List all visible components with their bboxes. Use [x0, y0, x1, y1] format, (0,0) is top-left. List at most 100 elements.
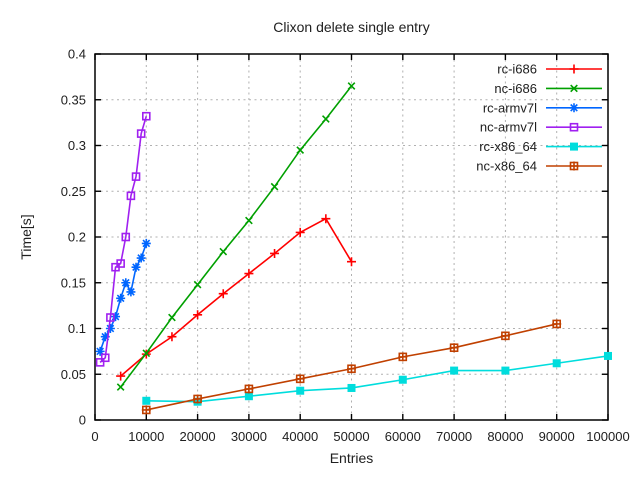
filled-square-marker: [142, 396, 151, 405]
x-tick-label: 80000: [487, 429, 523, 444]
cross-marker: [245, 216, 253, 225]
asterisk-marker: [131, 262, 141, 272]
cross-marker: [142, 349, 151, 358]
legend-entry-rc-x86_64: rc-x86_64: [479, 139, 602, 154]
boxed-plus-marker: [193, 394, 203, 404]
legend-entry-rc-armv7l: rc-armv7l: [483, 100, 602, 115]
cross-marker: [270, 182, 279, 191]
filled-square-marker: [450, 366, 459, 375]
boxed-plus-marker: [500, 331, 510, 341]
filled-square-marker: [244, 392, 253, 401]
boxed-plus-marker: [449, 343, 459, 353]
legend-entry-nc-i686: nc-i686: [494, 81, 602, 96]
legend-label: nc-armv7l: [480, 120, 537, 135]
boxed-plus-marker: [569, 161, 579, 171]
plus-marker: [193, 310, 203, 320]
y-tick-label: 0.1: [68, 321, 86, 336]
filled-square-marker: [347, 383, 356, 392]
boxed-plus-marker: [552, 319, 562, 329]
filled-square-marker: [552, 359, 561, 368]
cross-marker: [168, 313, 176, 322]
open-square-marker: [126, 191, 136, 201]
x-tick-label: 10000: [128, 429, 164, 444]
open-square-marker: [106, 313, 115, 322]
y-axis-label: Time[s]: [18, 214, 34, 260]
y-tick-label: 0: [79, 413, 86, 428]
legend-entry-rc-i686: rc-i686: [497, 62, 602, 77]
boxed-plus-marker: [141, 405, 151, 415]
filled-square-marker: [296, 386, 305, 395]
asterisk-marker: [100, 332, 110, 342]
open-square-marker: [121, 232, 131, 242]
y-tick-label: 0.4: [68, 47, 86, 62]
series-line-rc-x86_64: [146, 355, 609, 403]
legend-label: nc-x86_64: [476, 159, 537, 174]
series-line-rc-i686: [120, 217, 353, 377]
x-tick-label: 20000: [180, 429, 216, 444]
plus-marker: [347, 257, 356, 267]
series-nc-x86_64: [141, 319, 562, 415]
asterisk-marker: [136, 253, 146, 263]
y-tick-label: 0.05: [61, 367, 86, 382]
plus-marker: [116, 371, 126, 381]
plus-marker: [569, 64, 579, 74]
asterisk-marker: [95, 346, 105, 356]
legend-label: rc-x86_64: [479, 139, 537, 154]
asterisk-marker: [105, 324, 115, 333]
open-square-marker: [136, 129, 146, 138]
cross-marker: [296, 146, 305, 154]
series-rc-armv7l: [95, 238, 151, 356]
asterisk-marker: [121, 278, 131, 288]
x-tick-label: 40000: [282, 429, 318, 444]
x-tick-label: 50000: [333, 429, 369, 444]
open-square-marker: [569, 122, 579, 132]
cross-marker: [116, 383, 125, 391]
y-tick-label: 0.15: [61, 275, 86, 290]
legend: rc-i686 nc-i686 rc-armv7l nc-armv7l rc-x86_6…: [476, 62, 602, 174]
x-tick-label: 90000: [539, 429, 575, 444]
filled-square-marker: [570, 142, 578, 151]
x-tick-label: 70000: [436, 429, 472, 444]
boxed-plus-marker: [295, 374, 305, 384]
y-tick-label: 0.2: [68, 230, 86, 245]
plus-marker: [270, 248, 280, 258]
boxed-plus-marker: [347, 364, 356, 374]
legend-label: rc-armv7l: [483, 100, 537, 115]
asterisk-marker: [141, 238, 151, 248]
asterisk-marker: [111, 312, 121, 322]
y-tick-label: 0.3: [68, 138, 86, 153]
chart-title: Clixon delete single entry: [273, 19, 430, 35]
filled-square-marker: [604, 351, 612, 360]
plus-marker: [218, 289, 228, 299]
plus-marker: [244, 269, 254, 279]
series-rc-i686: [116, 214, 356, 381]
series-nc-armv7l: [95, 111, 151, 367]
asterisk-marker: [116, 293, 126, 303]
plus-marker: [321, 214, 331, 224]
cross-marker: [347, 82, 356, 90]
plot-border: [94, 53, 609, 421]
asterisk-marker: [126, 287, 136, 297]
cross-marker: [570, 84, 578, 93]
legend-label: nc-i686: [494, 81, 537, 96]
series-rc-x86_64: [142, 351, 612, 406]
grid: [95, 54, 608, 420]
filled-square-marker: [398, 375, 407, 384]
x-axis-label: Entries: [329, 450, 374, 466]
x-tick-label: 100000: [586, 429, 629, 444]
open-square-marker: [95, 358, 105, 367]
y-tick-label: 0.25: [61, 184, 86, 199]
legend-label: rc-i686: [497, 62, 537, 77]
boxed-plus-marker: [244, 384, 254, 394]
x-tick-label: 0: [91, 429, 98, 444]
series-nc-i686: [116, 82, 356, 391]
series-line-nc-i686: [120, 85, 353, 388]
plus-marker: [167, 332, 177, 342]
open-square-marker: [131, 172, 141, 181]
cross-marker: [321, 115, 330, 123]
y-tick-label: 0.35: [61, 92, 86, 107]
series-line-nc-armv7l: [99, 115, 148, 363]
cross-marker: [219, 247, 228, 256]
